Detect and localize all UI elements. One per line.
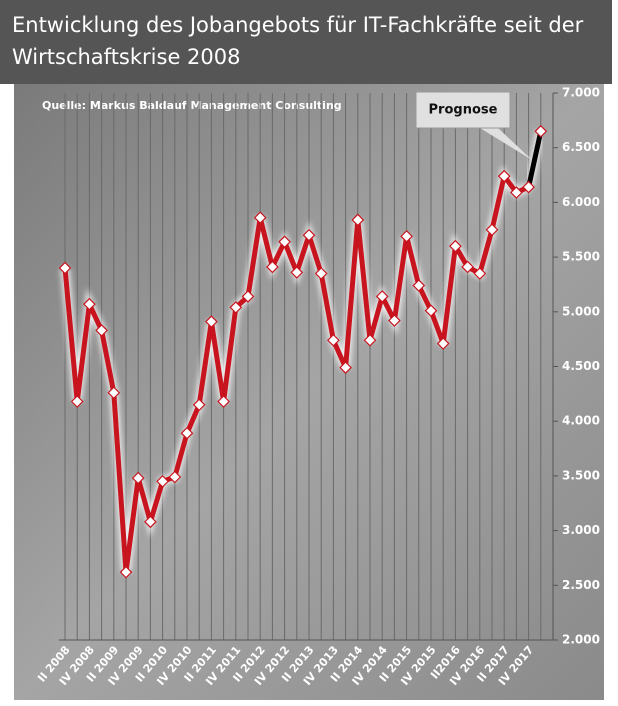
callout-pointer — [480, 128, 532, 160]
point — [168, 470, 182, 484]
point — [107, 386, 121, 400]
header — [0, 0, 612, 84]
point — [266, 260, 279, 274]
point — [70, 395, 84, 408]
callout — [415, 91, 511, 129]
point — [241, 290, 255, 303]
y-tick-label: 2.500 — [562, 578, 600, 592]
point — [388, 314, 401, 327]
point — [156, 475, 169, 488]
point — [180, 426, 194, 440]
point — [131, 471, 145, 485]
point — [229, 301, 243, 314]
point — [217, 395, 230, 408]
title: Entwicklung des Jobangebots für IT-Fachk… — [12, 13, 584, 37]
point — [339, 361, 352, 374]
point — [302, 228, 316, 242]
source: Quelle: Markus Baldauf Management Consul… — [42, 99, 342, 112]
point — [375, 290, 389, 303]
line — [526, 130, 544, 188]
y-tick-label: 4.000 — [562, 414, 600, 428]
point — [461, 260, 474, 274]
point — [497, 169, 511, 183]
point — [144, 515, 157, 529]
point — [58, 261, 72, 275]
point — [363, 333, 377, 347]
y-tick-label: 5.000 — [562, 304, 600, 318]
point — [314, 267, 328, 280]
point — [253, 211, 267, 225]
point — [119, 565, 133, 579]
point — [192, 398, 206, 412]
point — [473, 267, 487, 280]
title: Wirtschaftskrise 2008 — [12, 45, 240, 69]
point — [400, 229, 413, 243]
point — [205, 315, 218, 328]
point — [83, 297, 96, 311]
point — [351, 213, 365, 227]
y-tick-label: 6.000 — [562, 195, 600, 209]
point — [510, 186, 523, 199]
point — [449, 239, 462, 253]
point — [436, 337, 450, 350]
point — [522, 180, 535, 194]
y-tick-label: 7.000 — [562, 86, 600, 100]
point — [424, 304, 438, 318]
point — [485, 223, 499, 237]
y-tick-label: 2.000 — [562, 633, 600, 647]
y-tick-label: 5.500 — [562, 250, 600, 264]
point — [327, 333, 340, 347]
y-tick-label: 4.500 — [562, 359, 600, 373]
point — [290, 266, 304, 279]
annotation: Prognose — [429, 103, 498, 118]
point — [95, 324, 108, 337]
point — [412, 279, 426, 292]
y-tick-label: 6.500 — [562, 140, 600, 154]
y-tick-label: 3.500 — [562, 468, 600, 482]
point — [534, 124, 548, 138]
point — [278, 235, 291, 249]
y-tick-label: 3.000 — [562, 523, 600, 537]
